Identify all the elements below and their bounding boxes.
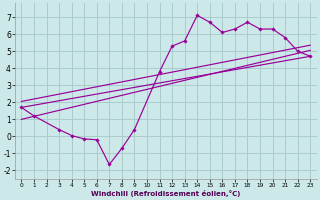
- X-axis label: Windchill (Refroidissement éolien,°C): Windchill (Refroidissement éolien,°C): [91, 190, 241, 197]
